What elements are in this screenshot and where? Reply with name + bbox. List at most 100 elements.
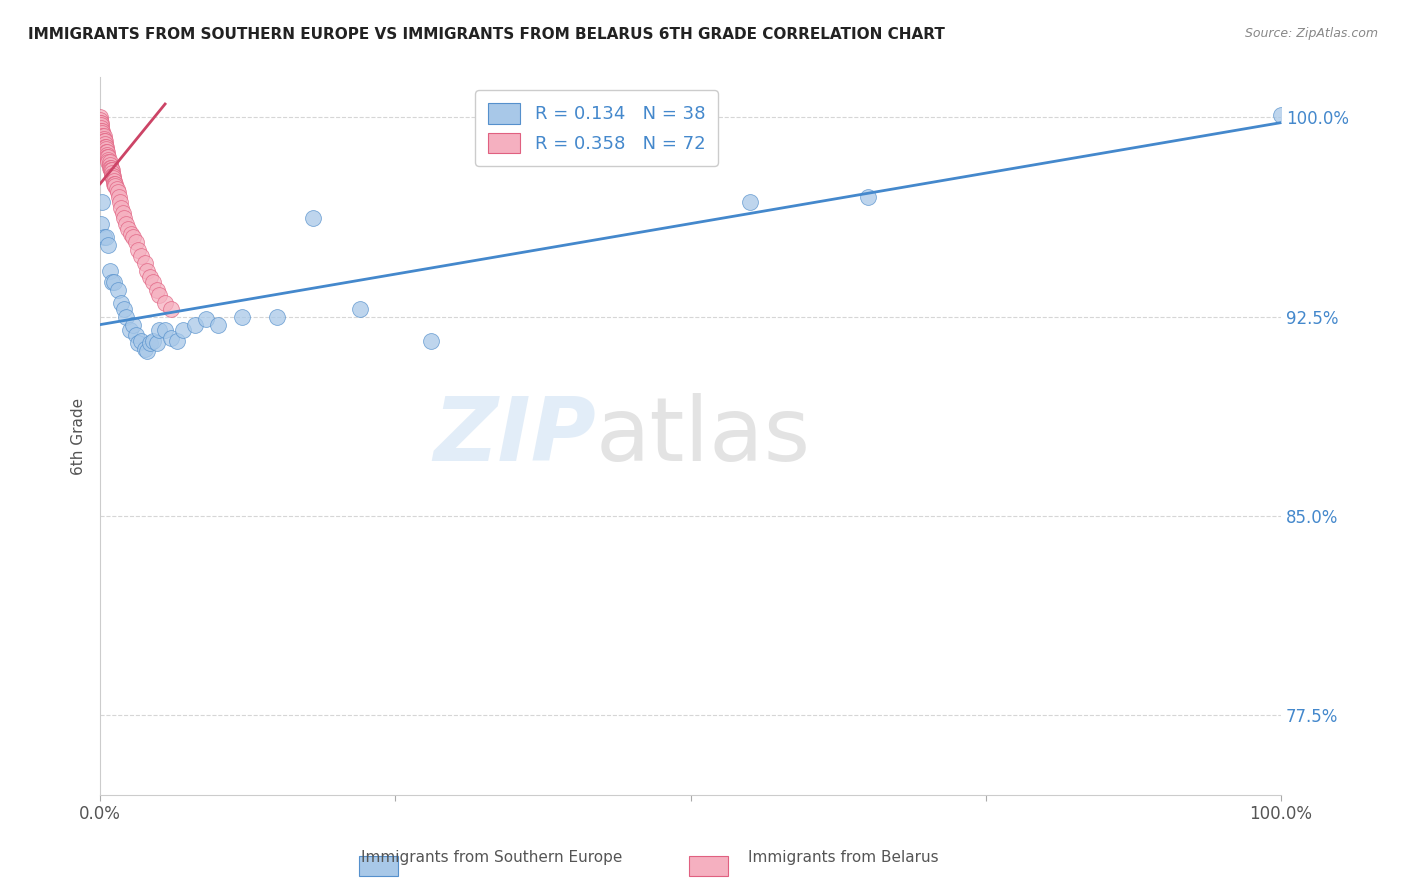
Point xyxy=(98,161,121,175)
Point xyxy=(91,134,114,148)
Point xyxy=(96,150,118,164)
Point xyxy=(93,230,115,244)
Point xyxy=(93,139,115,153)
Point xyxy=(160,301,183,316)
Point xyxy=(146,283,169,297)
Point xyxy=(94,145,117,159)
Point xyxy=(110,296,132,310)
Point xyxy=(98,264,121,278)
Point xyxy=(97,155,120,169)
Legend: R = 0.134   N = 38, R = 0.358   N = 72: R = 0.134 N = 38, R = 0.358 N = 72 xyxy=(475,90,718,166)
Point xyxy=(172,323,194,337)
Point xyxy=(207,318,229,332)
Point xyxy=(104,177,127,191)
Point xyxy=(108,195,131,210)
Point xyxy=(89,112,111,127)
Point xyxy=(118,323,141,337)
Text: atlas: atlas xyxy=(596,392,811,480)
Point xyxy=(105,182,128,196)
Point xyxy=(90,115,112,129)
Point xyxy=(110,201,132,215)
Point xyxy=(90,126,112,140)
Point xyxy=(136,264,159,278)
Point xyxy=(90,120,112,135)
Point xyxy=(127,336,149,351)
Point xyxy=(127,243,149,257)
Point xyxy=(856,190,879,204)
Point xyxy=(124,328,146,343)
Point xyxy=(115,310,138,324)
Point xyxy=(112,301,135,316)
Point xyxy=(142,334,165,348)
Point xyxy=(101,275,124,289)
Point xyxy=(115,217,138,231)
Point xyxy=(138,336,160,351)
Point xyxy=(97,153,120,167)
Point xyxy=(136,344,159,359)
Point xyxy=(93,131,115,145)
Point xyxy=(111,206,134,220)
Point xyxy=(103,177,125,191)
Point xyxy=(89,118,111,132)
Point xyxy=(124,235,146,250)
Point xyxy=(146,336,169,351)
Point xyxy=(101,171,124,186)
Point xyxy=(134,256,156,270)
Point xyxy=(122,318,145,332)
Point xyxy=(90,123,112,137)
Point xyxy=(104,179,127,194)
Point xyxy=(160,331,183,345)
Point xyxy=(100,161,122,175)
Point xyxy=(94,134,117,148)
Point xyxy=(89,120,111,135)
Point xyxy=(94,147,117,161)
Point xyxy=(98,155,121,169)
Point xyxy=(103,275,125,289)
Point xyxy=(131,334,153,348)
Point xyxy=(131,248,153,262)
Point xyxy=(349,301,371,316)
Point xyxy=(91,131,114,145)
Point xyxy=(90,118,112,132)
Point xyxy=(101,169,124,183)
Point xyxy=(101,169,124,183)
Point xyxy=(101,166,124,180)
Point xyxy=(738,195,761,210)
Point xyxy=(419,334,441,348)
Point xyxy=(231,310,253,324)
Point xyxy=(90,128,112,143)
Text: ZIP: ZIP xyxy=(433,392,596,480)
Point xyxy=(266,310,288,324)
Point xyxy=(94,136,117,151)
Point xyxy=(153,296,176,310)
Point xyxy=(90,217,112,231)
Point xyxy=(1270,108,1292,122)
Point xyxy=(94,139,117,153)
Text: Immigrants from Southern Europe: Immigrants from Southern Europe xyxy=(361,850,623,865)
Point xyxy=(94,142,117,156)
Point xyxy=(138,269,160,284)
Point xyxy=(166,334,188,348)
Point xyxy=(100,163,122,178)
Text: Source: ZipAtlas.com: Source: ZipAtlas.com xyxy=(1244,27,1378,40)
Point xyxy=(183,318,205,332)
Point xyxy=(93,142,115,156)
Point xyxy=(153,323,176,337)
Point xyxy=(101,163,124,178)
Point xyxy=(91,123,114,137)
Point xyxy=(148,288,170,302)
Point xyxy=(89,111,111,125)
Point xyxy=(93,128,115,143)
Point xyxy=(117,222,139,236)
Point xyxy=(107,185,129,199)
Point xyxy=(97,150,120,164)
Point xyxy=(91,136,114,151)
Point xyxy=(93,134,115,148)
Point xyxy=(195,312,218,326)
Point xyxy=(301,211,323,226)
Point xyxy=(148,323,170,337)
Point xyxy=(134,342,156,356)
Point xyxy=(89,115,111,129)
Text: Immigrants from Belarus: Immigrants from Belarus xyxy=(748,850,939,865)
Point xyxy=(94,139,117,153)
